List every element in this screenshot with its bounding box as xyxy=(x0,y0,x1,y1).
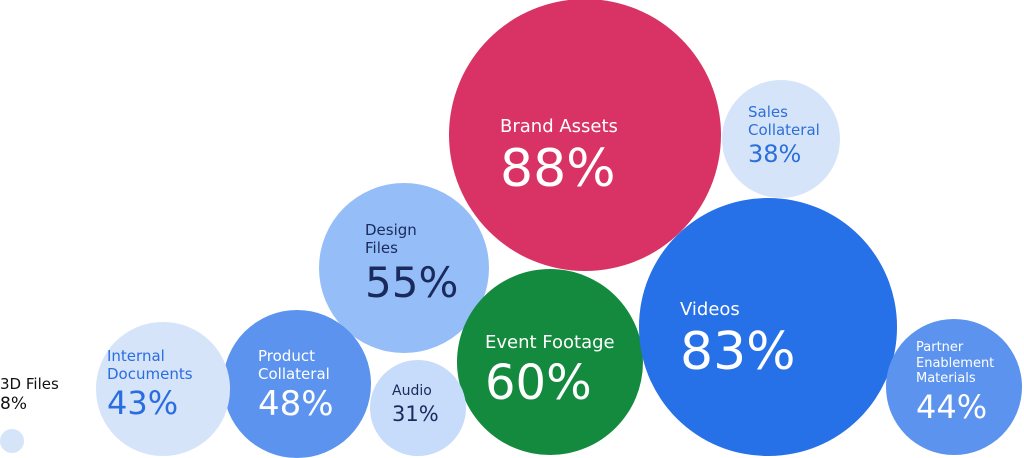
bubble-label: Internal Documents 43% xyxy=(107,347,207,422)
category-name: Sales Collateral xyxy=(748,103,820,139)
bubble xyxy=(448,0,722,272)
category-name: Videos xyxy=(680,299,740,320)
category-name: Partner Enablement Materials xyxy=(916,340,995,387)
value-label: 38% xyxy=(748,140,802,168)
category-name: Event Footage xyxy=(485,332,615,353)
bubble xyxy=(0,428,25,454)
bubble xyxy=(722,80,840,198)
bubble xyxy=(639,198,897,456)
category-name: Design Files xyxy=(365,221,417,257)
bubble-label: Audio 31% xyxy=(392,383,452,426)
bubble-label: Design Files 55% xyxy=(365,221,459,307)
value-label: 55% xyxy=(365,258,459,307)
bubble xyxy=(318,182,490,354)
value-label: 31% xyxy=(392,401,439,426)
bubble xyxy=(96,322,230,456)
value-label: 48% xyxy=(258,384,334,424)
value-label: 60% xyxy=(485,354,592,411)
value-label: 8% xyxy=(0,394,27,414)
bubble-label: Event Footage 60% xyxy=(485,332,635,411)
category-name: Product Collateral xyxy=(258,347,330,383)
bubble-label: Partner Enablement Materials 44% xyxy=(916,340,996,426)
category-name: Audio xyxy=(392,383,432,399)
value-label: 83% xyxy=(680,321,796,382)
bubble xyxy=(222,309,372,458)
bubble-label: Sales Collateral 38% xyxy=(748,103,828,169)
category-name: Internal Documents xyxy=(107,347,193,383)
category-name: Brand Assets xyxy=(500,116,618,137)
bubble-label: Videos 83% xyxy=(680,299,800,382)
value-label: 44% xyxy=(916,387,988,426)
bubble xyxy=(369,359,467,457)
bubble-label: Product Collateral 48% xyxy=(258,347,348,424)
bubble-label: Brand Assets 88% xyxy=(500,116,650,199)
category-name: 3D Files xyxy=(0,375,59,393)
bubble xyxy=(885,318,1023,456)
value-label: 43% xyxy=(107,384,179,422)
bubble-label: 3D Files 8% xyxy=(0,375,80,415)
bubble xyxy=(457,269,643,455)
value-label: 88% xyxy=(500,138,616,199)
